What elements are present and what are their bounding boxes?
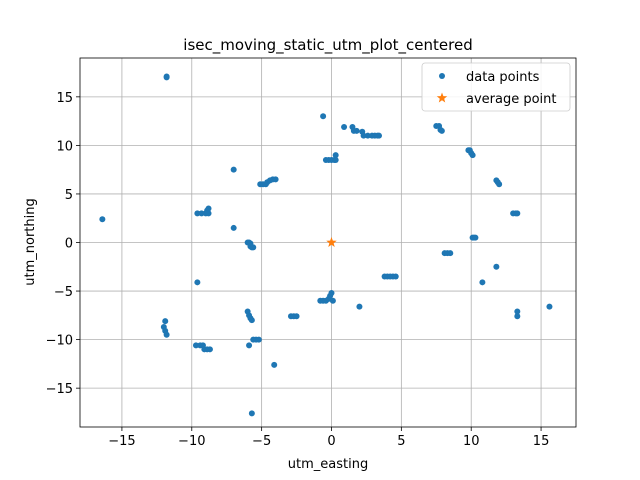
data-point	[328, 289, 335, 296]
data-point	[163, 331, 170, 338]
data-point	[332, 156, 339, 163]
x-tick-label: −10	[178, 434, 205, 449]
data-point	[514, 210, 521, 217]
grid-lines	[80, 58, 576, 427]
legend: data points average point	[421, 62, 571, 112]
data-point	[194, 210, 201, 217]
data-point	[496, 181, 503, 188]
data-point	[332, 152, 339, 159]
y-tick-label: 5	[65, 188, 73, 203]
legend-marker-data-points	[439, 73, 445, 79]
data-point	[198, 210, 205, 217]
legend-label-average-point: average point	[466, 92, 557, 107]
data-point	[320, 113, 327, 120]
data-point	[205, 205, 212, 212]
data-point	[329, 297, 336, 304]
data-point	[248, 317, 255, 324]
data-point	[206, 346, 213, 353]
data-point	[272, 176, 279, 183]
y-tick-label: 15	[56, 91, 73, 106]
x-tick-label: −5	[252, 434, 271, 449]
data-point	[163, 73, 170, 80]
data-point	[375, 132, 382, 139]
y-axis-label: utm_northing	[23, 198, 38, 285]
data-point	[353, 127, 360, 134]
data-point	[447, 250, 454, 257]
data-point	[271, 361, 278, 368]
x-tick-label: −15	[108, 434, 135, 449]
y-tick-label: 0	[65, 237, 73, 252]
data-point	[246, 342, 253, 349]
data-point	[514, 308, 521, 315]
x-tick-label: 15	[533, 434, 550, 449]
legend-label-data-points: data points	[466, 70, 540, 85]
x-tick-label: 5	[397, 434, 405, 449]
data-point	[162, 318, 169, 325]
data-point	[255, 336, 262, 343]
y-tick-label: 10	[56, 139, 73, 154]
data-point	[248, 410, 255, 417]
data-point	[493, 263, 500, 270]
x-tick-label: 0	[327, 434, 335, 449]
data-point	[230, 224, 237, 231]
data-point	[230, 166, 237, 173]
axis-ticks: −15 −10 −5 0 5 10 15 −15 −10 −5 0 5 10 15	[46, 91, 550, 449]
data-point	[356, 303, 363, 310]
data-point	[360, 132, 367, 139]
y-tick-label: −10	[46, 334, 73, 349]
data-point	[438, 127, 445, 134]
chart-title: isec_moving_static_utm_plot_centered	[183, 36, 472, 55]
legend-marker-average-point	[436, 92, 448, 103]
data-point	[472, 234, 479, 241]
x-tick-label: 10	[463, 434, 480, 449]
data-point	[364, 132, 371, 139]
y-tick-label: −15	[46, 382, 73, 397]
data-point	[514, 313, 521, 320]
y-tick-label: −5	[54, 285, 73, 300]
x-axis-label: utm_easting	[288, 457, 368, 472]
data-point	[341, 123, 348, 130]
data-point	[546, 303, 553, 310]
data-point	[479, 279, 486, 286]
average-point	[326, 237, 337, 247]
data-point	[99, 216, 106, 223]
data-point	[469, 152, 476, 159]
plot-frame	[79, 57, 577, 428]
data-point	[250, 244, 257, 251]
data-point	[392, 273, 399, 280]
data-point	[192, 342, 199, 349]
data-points-layer	[99, 73, 553, 417]
data-point	[293, 313, 300, 320]
data-point	[194, 279, 201, 286]
legend-box	[421, 62, 571, 112]
